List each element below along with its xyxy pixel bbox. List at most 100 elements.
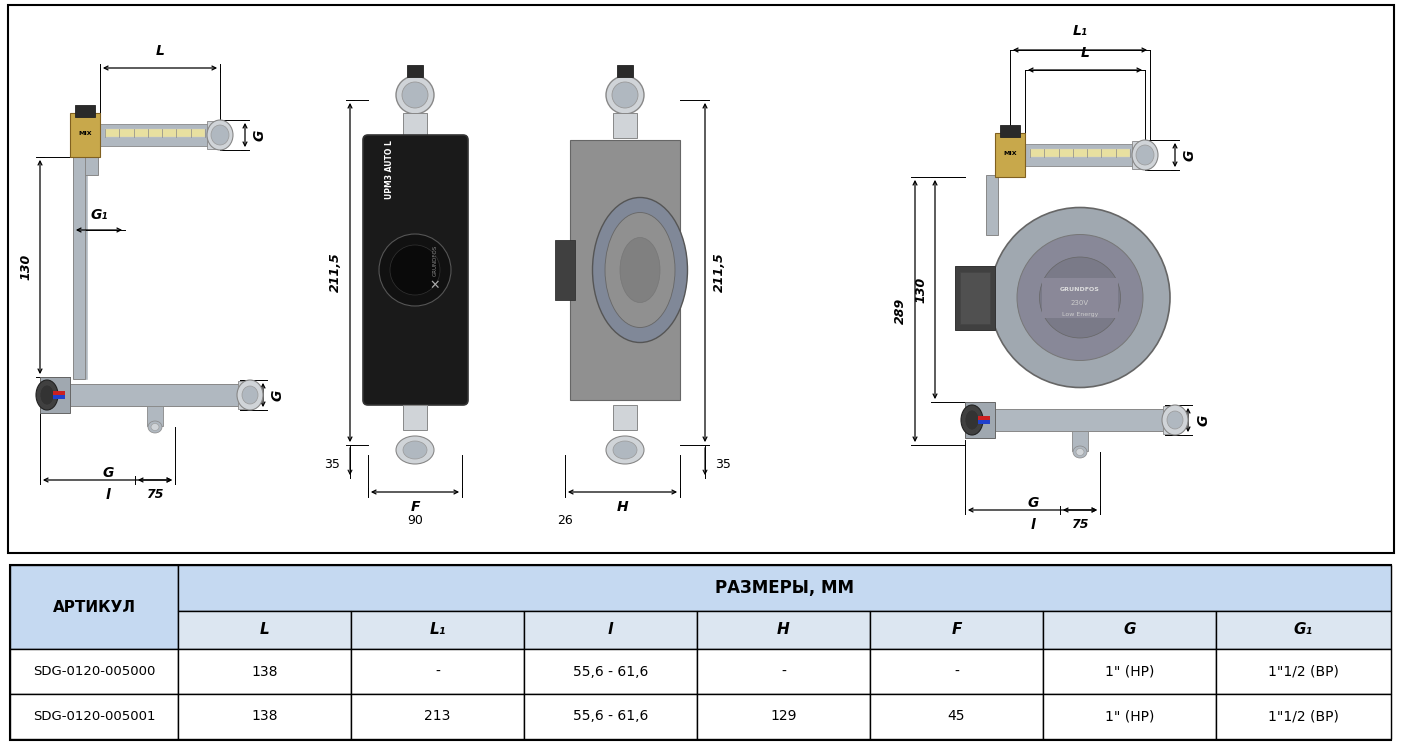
Bar (41, 377, 70, 413)
Text: G: G (102, 466, 113, 480)
Ellipse shape (207, 120, 233, 150)
Text: L₁: L₁ (1073, 24, 1087, 38)
Ellipse shape (403, 441, 427, 459)
Text: 1" (НР): 1" (НР) (1105, 664, 1154, 678)
Ellipse shape (237, 380, 263, 410)
Text: L: L (1080, 46, 1090, 60)
Bar (8, 5, 1394, 553)
Text: GRUNDFOS: GRUNDFOS (433, 245, 437, 275)
Bar (105, 129, 205, 137)
Ellipse shape (612, 82, 637, 108)
Ellipse shape (605, 212, 675, 328)
Text: H: H (616, 500, 628, 514)
Bar (10, 694, 178, 739)
Bar (986, 175, 998, 235)
Bar (408, 65, 423, 77)
Bar (995, 133, 1026, 177)
Text: 1"1/2 (ВР): 1"1/2 (ВР) (1268, 710, 1339, 723)
Ellipse shape (1132, 140, 1159, 170)
Text: GRUNDFOS: GRUNDFOS (1061, 287, 1100, 292)
Text: 45: 45 (947, 710, 965, 723)
Text: G: G (1182, 150, 1196, 161)
Bar (978, 420, 991, 424)
Bar (1042, 694, 1216, 739)
Bar (1216, 649, 1391, 694)
Bar (147, 406, 163, 426)
Text: H: H (778, 622, 790, 637)
Text: РАЗМЕРЫ, ММ: РАЗМЕРЫ, ММ (715, 579, 855, 597)
Text: 129: 129 (771, 710, 797, 723)
Text: G: G (270, 389, 284, 401)
Text: 138: 138 (251, 664, 277, 678)
Ellipse shape (965, 410, 979, 430)
Ellipse shape (389, 245, 440, 295)
Bar (178, 694, 352, 739)
Text: UPM3 AUTO L: UPM3 AUTO L (385, 141, 394, 200)
Bar (178, 649, 352, 694)
Text: G: G (1027, 496, 1038, 510)
Text: 1"1/2 (ВР): 1"1/2 (ВР) (1268, 664, 1339, 678)
Ellipse shape (1076, 449, 1084, 456)
Bar (870, 649, 1042, 694)
Ellipse shape (212, 125, 228, 145)
Text: SDG-0120-005000: SDG-0120-005000 (32, 665, 156, 678)
Bar (53, 395, 64, 399)
Ellipse shape (991, 207, 1170, 387)
Ellipse shape (1073, 446, 1087, 458)
Ellipse shape (380, 234, 451, 306)
Bar (614, 405, 637, 430)
Bar (524, 694, 698, 739)
Text: G₁: G₁ (90, 208, 108, 222)
Bar (352, 694, 524, 739)
Ellipse shape (1161, 405, 1188, 435)
Text: 138: 138 (251, 710, 277, 723)
Text: 75: 75 (1072, 518, 1089, 531)
Bar (53, 391, 64, 395)
Bar (73, 155, 98, 175)
Text: АРТИКУЛ: АРТИКУЛ (52, 599, 136, 615)
Bar (698, 694, 870, 739)
Ellipse shape (961, 405, 984, 435)
Bar (352, 649, 524, 694)
Text: -: - (436, 664, 440, 678)
Text: 55,6 - 61,6: 55,6 - 61,6 (573, 710, 649, 723)
Text: l: l (105, 488, 109, 502)
Text: 75: 75 (146, 488, 164, 501)
Text: G₁: G₁ (1295, 622, 1313, 637)
Text: G: G (1124, 622, 1136, 637)
Ellipse shape (242, 386, 258, 404)
Text: L: L (156, 44, 164, 58)
Text: 289: 289 (894, 298, 906, 324)
Ellipse shape (151, 423, 158, 431)
Bar (960, 272, 991, 323)
Text: 1" (НР): 1" (НР) (1105, 710, 1154, 723)
Bar (178, 611, 352, 649)
Text: 26: 26 (558, 514, 573, 527)
Bar (1042, 611, 1216, 649)
Bar (10, 565, 178, 649)
Text: 130: 130 (913, 276, 927, 303)
Text: F: F (951, 622, 961, 637)
Ellipse shape (396, 436, 434, 464)
Bar (64, 384, 245, 406)
Bar (1042, 278, 1118, 317)
Text: MIX: MIX (1003, 150, 1017, 156)
Ellipse shape (607, 436, 644, 464)
Bar (1026, 144, 1135, 166)
Ellipse shape (149, 421, 163, 433)
Bar (10, 649, 178, 694)
Text: l: l (1030, 518, 1035, 532)
Text: -: - (954, 664, 958, 678)
Text: 35: 35 (324, 458, 340, 470)
Bar (978, 416, 991, 420)
Bar (403, 405, 427, 430)
Text: MIX: MIX (78, 130, 92, 135)
Text: 35: 35 (715, 458, 731, 470)
Text: -: - (782, 664, 786, 678)
Text: L: L (259, 622, 269, 637)
Bar (870, 694, 1042, 739)
Bar (99, 124, 210, 146)
Ellipse shape (614, 441, 637, 459)
Ellipse shape (607, 76, 644, 114)
Bar (524, 611, 698, 649)
